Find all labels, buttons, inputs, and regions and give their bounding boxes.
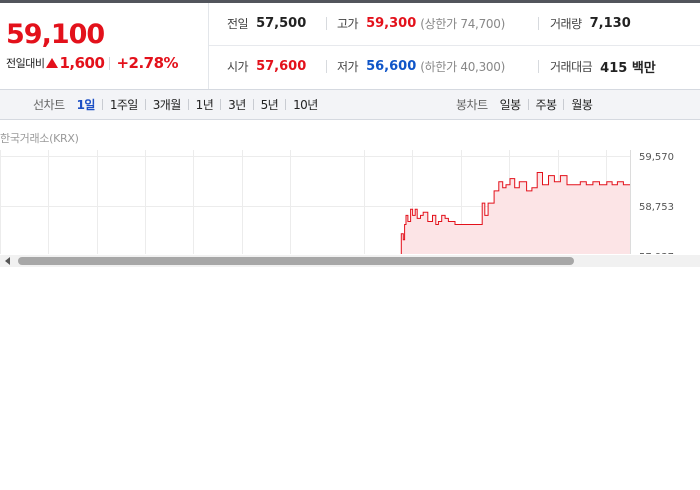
y-tick-label: 57,937 bbox=[639, 252, 674, 254]
stat-label: 고가 bbox=[337, 16, 359, 31]
tab-line-period-0[interactable]: 1일 bbox=[76, 98, 96, 112]
stat-value: 59,300 bbox=[366, 15, 417, 31]
tab-divider bbox=[101, 99, 103, 110]
change-row: 전일대비 1,600 +2.78% bbox=[6, 54, 179, 72]
tab-line-period-3[interactable]: 1년 bbox=[195, 98, 214, 112]
line-chart-title: 선차트 bbox=[33, 98, 65, 112]
stat-prev-close: 전일 57,500 bbox=[227, 12, 306, 34]
scrollbar-thumb[interactable] bbox=[18, 257, 574, 265]
price-area bbox=[398, 172, 630, 254]
y-tick-label: 59,570 bbox=[639, 152, 674, 163]
change-value: 1,600 bbox=[59, 54, 105, 72]
stat-label: 시가 bbox=[227, 59, 249, 74]
stat-divider bbox=[326, 60, 327, 73]
intraday-price-chart: 59,570 58,753 57,937 bbox=[0, 150, 674, 254]
stat-label: 거래대금 bbox=[550, 59, 593, 74]
tab-candle-period-0[interactable]: 일봉 bbox=[499, 98, 521, 112]
tab-line-period-6[interactable]: 10년 bbox=[293, 98, 318, 112]
chart-horizontal-scrollbar[interactable] bbox=[0, 255, 700, 267]
scroll-left-icon[interactable] bbox=[5, 257, 10, 265]
tab-candle-period-1[interactable]: 주봉 bbox=[535, 98, 557, 112]
price-box: 59,100 전일대비 1,600 +2.78% bbox=[0, 3, 209, 89]
quote-stats: 전일 57,500 고가 59,300 (상한가 74,700) 거래량 7,1… bbox=[209, 3, 700, 89]
up-arrow-icon bbox=[46, 58, 59, 68]
price-line bbox=[400, 172, 630, 254]
tab-line-period-4[interactable]: 3년 bbox=[228, 98, 246, 112]
tab-divider bbox=[220, 99, 222, 110]
change-divider bbox=[109, 56, 111, 70]
stat-volume: 거래량 7,130 bbox=[550, 12, 631, 34]
stat-label: 저가 bbox=[337, 59, 359, 74]
change-label: 전일대비 bbox=[6, 57, 45, 70]
lower-limit: (하한가 40,300) bbox=[420, 59, 505, 74]
candle-chart-title: 봉차트 bbox=[456, 98, 488, 112]
top-border bbox=[0, 0, 700, 3]
tab-divider bbox=[187, 99, 189, 110]
stat-divider bbox=[326, 17, 327, 30]
stat-divider bbox=[538, 17, 539, 30]
stat-turnover: 거래대금 415 백만 bbox=[550, 55, 656, 77]
stat-value: 57,500 bbox=[256, 15, 307, 31]
candle-chart-tabs: 봉차트 일봉 주봉 월봉 bbox=[456, 90, 593, 119]
tab-divider bbox=[252, 99, 254, 110]
chart-tab-bar: 선차트 1일 1주일 3개월 1년 3년 5년 10년 봉차트 일봉 주봉 월봉 bbox=[0, 90, 700, 120]
tab-line-period-2[interactable]: 3개월 bbox=[152, 98, 182, 112]
stat-label: 거래량 bbox=[550, 16, 582, 31]
upper-limit: (상한가 74,700) bbox=[420, 16, 505, 31]
stat-value: 57,600 bbox=[256, 58, 307, 74]
tab-divider bbox=[144, 99, 146, 110]
stat-value: 56,600 bbox=[366, 58, 417, 74]
stat-high: 고가 59,300 (상한가 74,700) bbox=[337, 12, 505, 34]
quote-summary: 59,100 전일대비 1,600 +2.78% 전일 57,500 고가 59… bbox=[0, 3, 700, 90]
stat-label: 전일 bbox=[227, 16, 249, 31]
tab-line-period-5[interactable]: 5년 bbox=[260, 98, 279, 112]
chart-source: 한국거래소(KRX) bbox=[0, 132, 79, 145]
stats-row-divider bbox=[209, 45, 700, 46]
stat-divider bbox=[538, 60, 539, 73]
tab-divider bbox=[563, 99, 565, 110]
tab-candle-period-2[interactable]: 월봉 bbox=[571, 98, 593, 112]
current-price: 59,100 bbox=[6, 19, 105, 50]
tab-line-period-1[interactable]: 1주일 bbox=[109, 98, 139, 112]
change-rate: +2.78% bbox=[116, 54, 179, 72]
stat-low: 저가 56,600 (하한가 40,300) bbox=[337, 55, 505, 77]
stat-value: 7,130 bbox=[589, 15, 631, 31]
tab-divider bbox=[285, 99, 287, 110]
stat-value: 415 백만 bbox=[600, 60, 656, 76]
stat-open: 시가 57,600 bbox=[227, 55, 306, 77]
line-chart-tabs: 선차트 1일 1주일 3개월 1년 3년 5년 10년 bbox=[33, 90, 318, 119]
y-tick-label: 58,753 bbox=[639, 202, 674, 213]
tab-divider bbox=[527, 99, 529, 110]
